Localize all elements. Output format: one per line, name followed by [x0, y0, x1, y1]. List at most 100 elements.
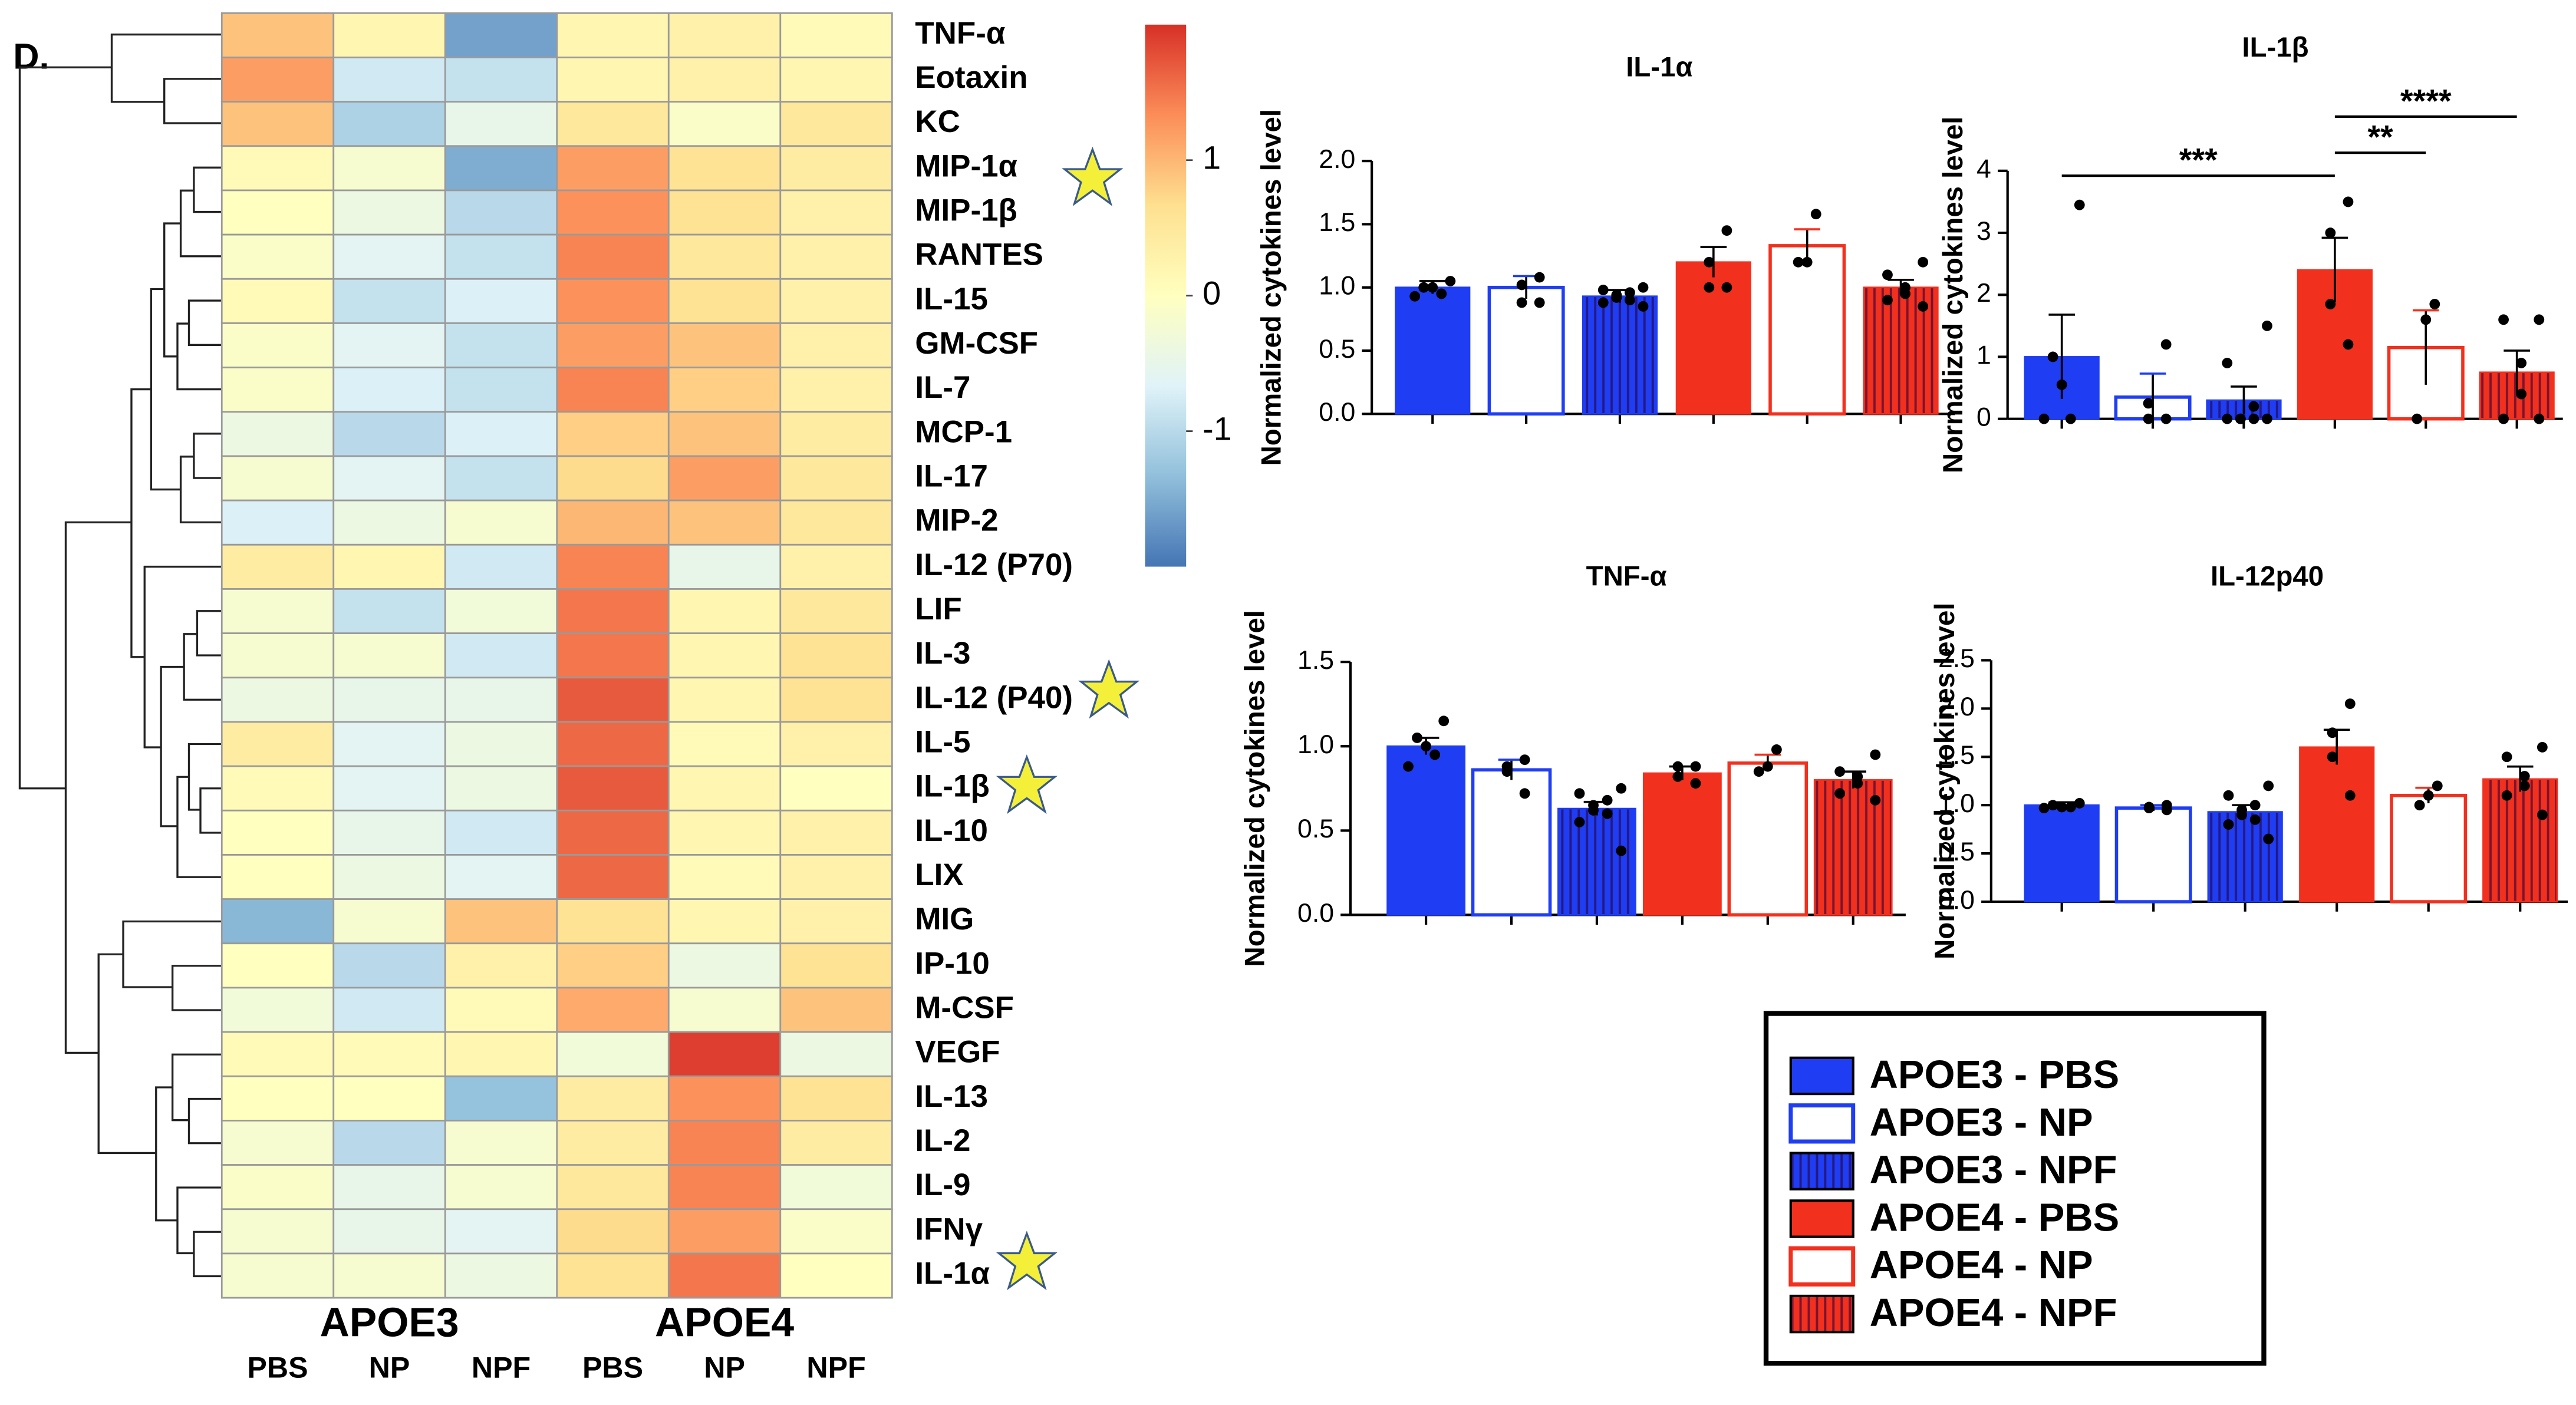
- heatmap-cell: [779, 721, 893, 767]
- heatmap-cell: [220, 1252, 335, 1299]
- heatmap-cell: [779, 765, 893, 812]
- colorbar-tick-label: -1: [1203, 410, 1232, 447]
- heatmap-cell: [779, 145, 893, 192]
- bar: [2299, 746, 2375, 903]
- heatmap-cell: [556, 233, 670, 280]
- heatmap-cell: [220, 499, 335, 546]
- heatmap-cell: [667, 411, 782, 457]
- stars: [996, 146, 1140, 1291]
- colorbar: [1145, 24, 1187, 567]
- data-point: [2143, 803, 2155, 814]
- heatmap-cell: [556, 145, 670, 192]
- heatmap-cell: [556, 1164, 670, 1211]
- row-label: IL-15: [915, 282, 988, 316]
- heatmap-cell: [556, 189, 670, 236]
- heatmap-cell: [667, 367, 782, 413]
- data-point: [2223, 790, 2234, 801]
- heatmap-cell: [556, 809, 670, 856]
- data-point: [1704, 256, 1715, 268]
- heatmap-cell: [667, 101, 782, 147]
- heatmap-cell: [779, 455, 893, 502]
- row-label: IP-10: [915, 946, 990, 981]
- heatmap-cell: [556, 1252, 670, 1299]
- heatmap-cell: [332, 1252, 446, 1299]
- error-bar: [2139, 372, 2166, 421]
- data-point: [2160, 339, 2172, 350]
- data-point: [2056, 379, 2067, 390]
- data-point: [2074, 199, 2085, 210]
- heatmap-cell: [444, 322, 558, 369]
- data-point: [2249, 814, 2261, 825]
- data-point: [2501, 751, 2512, 763]
- heatmap-cell: [779, 898, 893, 945]
- heatmap-cell: [220, 543, 335, 590]
- heatmap-cell: [667, 1031, 782, 1077]
- data-point: [2343, 339, 2354, 350]
- data-point: [2223, 819, 2234, 830]
- row-label: IL-3: [915, 636, 970, 671]
- heatmap-cell: [444, 1252, 558, 1299]
- data-point: [1834, 788, 1846, 799]
- data-point: [1436, 288, 1447, 299]
- heatmap-cell: [556, 57, 670, 103]
- heatmap-cell: [220, 101, 335, 147]
- heatmap-cell: [444, 942, 558, 989]
- heatmap-cell: [556, 677, 670, 723]
- heatmap-cell: [667, 854, 782, 900]
- column-label: NP: [369, 1351, 410, 1384]
- data-point: [2262, 320, 2272, 331]
- heatmap-cell: [332, 677, 446, 723]
- heatmap-cell: [332, 854, 446, 900]
- heatmap-cell: [444, 854, 558, 900]
- data-point: [1412, 733, 1422, 743]
- heatmap-cell: [667, 1120, 782, 1166]
- heatmap-cell: [444, 57, 558, 103]
- y-tick-label: 1.5: [1297, 646, 1334, 675]
- bar: [2390, 794, 2468, 903]
- y-tick-label: 0.0: [1297, 899, 1334, 928]
- row-label: MIP-2: [915, 503, 998, 538]
- error-bar: [2503, 349, 2530, 394]
- heatmap-cell: [220, 854, 335, 900]
- heatmap-cell: [332, 322, 446, 369]
- data-point: [2038, 413, 2050, 424]
- heatmap-cell: [667, 1075, 782, 1122]
- data-point: [2501, 790, 2512, 801]
- heatmap-cell: [779, 367, 893, 413]
- data-point: [1900, 288, 1910, 299]
- heatmap-cell: [556, 1075, 670, 1122]
- y-tick-label: 0.5: [1319, 335, 1355, 364]
- heatmap-cell: [444, 588, 558, 635]
- heatmap-cell: [444, 499, 558, 546]
- heatmap-cell: [444, 543, 558, 590]
- y-tick-label: 1.0: [1319, 272, 1355, 301]
- heatmap-cell: [556, 632, 670, 679]
- heatmap-cell: [444, 278, 558, 324]
- data-point: [1602, 808, 1613, 819]
- data-point: [1534, 272, 1545, 283]
- heatmap-cell: [332, 632, 446, 679]
- heatmap-cell: [220, 322, 335, 369]
- heatmap-cell: [779, 1120, 893, 1166]
- data-point: [2537, 809, 2548, 820]
- legend-swatch: [1789, 1056, 1854, 1096]
- heatmap-cell: [444, 721, 558, 767]
- row-label: MCP-1: [915, 414, 1012, 449]
- heatmap-cell: [332, 367, 446, 413]
- heatmap-cell: [667, 809, 782, 856]
- data-point: [1624, 295, 1635, 306]
- data-point: [2429, 299, 2440, 309]
- heatmap-cell: [444, 233, 558, 280]
- data-point: [2423, 790, 2434, 801]
- row-label: IL-12 (P40): [915, 680, 1073, 715]
- data-point: [1721, 282, 1732, 293]
- data-point: [2161, 804, 2172, 816]
- heatmap-cell: [332, 411, 446, 457]
- heatmap-cell: [220, 278, 335, 324]
- error-bar: [1794, 228, 1820, 262]
- heatmap-cell: [667, 278, 782, 324]
- bar: [2482, 778, 2558, 903]
- data-point: [2432, 780, 2443, 791]
- heatmap-cell: [444, 809, 558, 856]
- heatmap-cell: [667, 942, 782, 989]
